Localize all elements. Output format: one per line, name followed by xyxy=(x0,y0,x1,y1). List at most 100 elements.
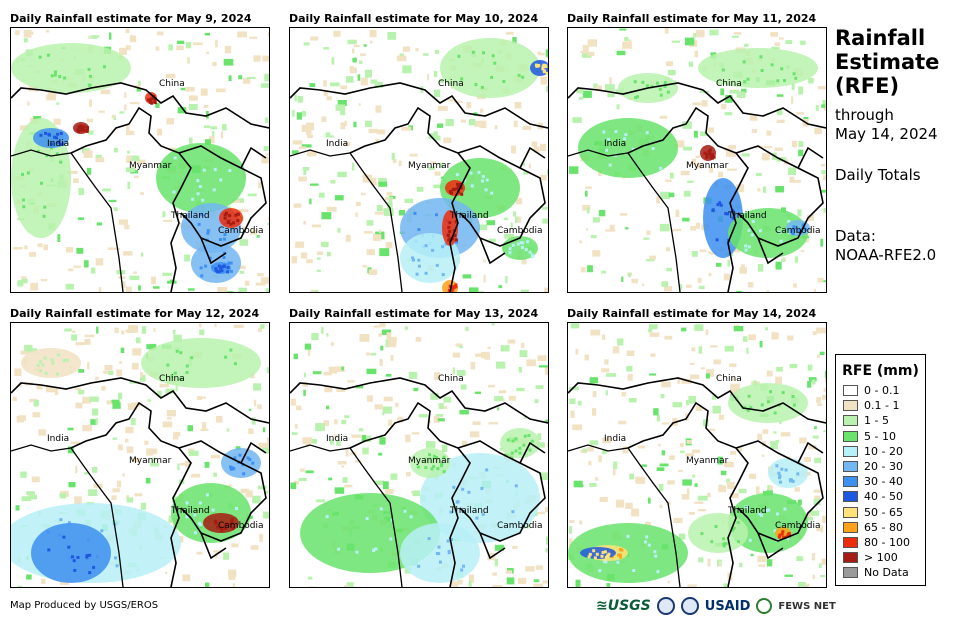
rainfall-cell xyxy=(775,376,782,384)
rainfall-cell xyxy=(223,552,230,560)
rainfall-cell xyxy=(527,434,531,437)
rainfall-cell xyxy=(791,228,795,232)
rainfall-cell xyxy=(166,363,170,367)
rainfall-cell xyxy=(167,417,172,420)
rainfall-cell xyxy=(117,480,122,488)
rainfall-cell xyxy=(631,147,635,151)
rainfall-cell xyxy=(809,377,817,382)
rainfall-cell xyxy=(267,222,269,226)
rainfall-cell xyxy=(85,554,89,558)
rainfall-cell xyxy=(134,175,139,179)
rainfall-cell xyxy=(373,234,382,241)
rainfall-cell xyxy=(214,268,218,272)
rainfall-cell xyxy=(544,506,548,513)
rainfall-cell xyxy=(703,151,707,155)
rainfall-cell xyxy=(470,184,474,188)
rainfall-cell xyxy=(664,286,673,292)
rainfall-cell xyxy=(786,536,790,540)
rainfall-cell xyxy=(544,367,548,375)
country-label-thailand: Thailand xyxy=(727,211,767,221)
rainfall-cell xyxy=(781,530,785,534)
rainfall-cell xyxy=(709,428,716,431)
rainfall-cell xyxy=(156,31,164,36)
rainfall-cell xyxy=(376,129,386,135)
rainfall-cell xyxy=(695,406,703,412)
rainfall-cell xyxy=(24,245,28,250)
rainfall-cell xyxy=(415,48,419,52)
rainfall-cell xyxy=(131,362,139,370)
rainfall-cell xyxy=(730,451,736,455)
rainfall-cell xyxy=(760,513,763,517)
rainfall-cell xyxy=(637,445,646,449)
rainfall-cell xyxy=(415,272,419,276)
rainfall-cell xyxy=(229,269,233,273)
rainfall-cell xyxy=(84,338,91,345)
rainfall-cell xyxy=(803,583,810,587)
rainfall-cell xyxy=(514,449,518,453)
rainfall-cell xyxy=(598,569,602,573)
rainfall-cell xyxy=(700,131,708,137)
rainfall-cell xyxy=(33,399,39,407)
country-label-india: India xyxy=(604,434,626,444)
rainfall-cell xyxy=(816,327,826,334)
rainfall-cell xyxy=(27,101,30,106)
rainfall-cell xyxy=(622,44,629,48)
rainfall-cell xyxy=(655,81,659,85)
rainfall-area xyxy=(203,513,239,533)
rainfall-cell xyxy=(224,522,228,526)
rainfall-cell xyxy=(498,390,507,394)
rainfall-cell xyxy=(683,146,692,151)
rainfall-cell xyxy=(265,117,269,124)
rainfall-cell xyxy=(217,287,228,292)
rainfall-cell xyxy=(337,547,341,551)
rainfall-cell xyxy=(812,331,817,336)
rainfall-cell xyxy=(701,100,708,107)
rainfall-cell xyxy=(766,370,773,377)
rainfall-area xyxy=(440,38,540,98)
rainfall-cell xyxy=(387,202,393,210)
rainfall-cell xyxy=(601,551,605,554)
rainfall-cell xyxy=(130,402,141,407)
rainfall-cell xyxy=(323,420,329,427)
rainfall-cell xyxy=(688,511,695,515)
rainfall-cell xyxy=(136,337,141,344)
rainfall-cell xyxy=(750,553,754,557)
rainfall-cell xyxy=(67,446,74,454)
legend-label: 1 - 5 xyxy=(864,414,889,428)
rainfall-cell xyxy=(140,252,144,257)
rainfall-cell xyxy=(818,86,826,90)
rainfall-cell xyxy=(352,162,355,171)
rainfall-cell xyxy=(582,53,592,58)
rainfall-cell xyxy=(200,213,204,217)
rainfall-cell xyxy=(96,326,99,334)
rainfall-cell xyxy=(482,51,485,55)
rainfall-cell xyxy=(129,102,140,105)
rainfall-cell xyxy=(382,406,392,414)
rainfall-cell xyxy=(67,521,71,525)
legend-swatch xyxy=(843,400,858,412)
rainfall-cell xyxy=(21,172,24,176)
rainfall-cell xyxy=(446,539,450,543)
rainfall-cell xyxy=(117,444,123,451)
rainfall-cell xyxy=(231,527,235,530)
rainfall-cell xyxy=(518,446,522,450)
legend-swatch xyxy=(843,476,858,488)
rainfall-cell xyxy=(590,234,597,239)
rainfall-cell xyxy=(120,347,125,353)
rainfall-cell xyxy=(483,259,486,263)
rainfall-cell xyxy=(687,584,697,587)
rainfall-cell xyxy=(741,264,745,270)
rainfall-cell xyxy=(449,510,453,514)
rainfall-cell xyxy=(707,492,711,498)
rainfall-cell xyxy=(208,136,215,144)
rainfall-cell xyxy=(56,102,60,105)
rainfall-cell xyxy=(631,508,640,517)
rainfall-cell xyxy=(690,226,697,231)
rainfall-cell xyxy=(387,339,397,348)
rainfall-cell xyxy=(782,257,786,261)
rainfall-cell xyxy=(296,405,302,411)
rainfall-cell xyxy=(343,141,351,147)
rainfall-cell xyxy=(785,40,793,44)
rainfall-cell xyxy=(412,432,420,435)
